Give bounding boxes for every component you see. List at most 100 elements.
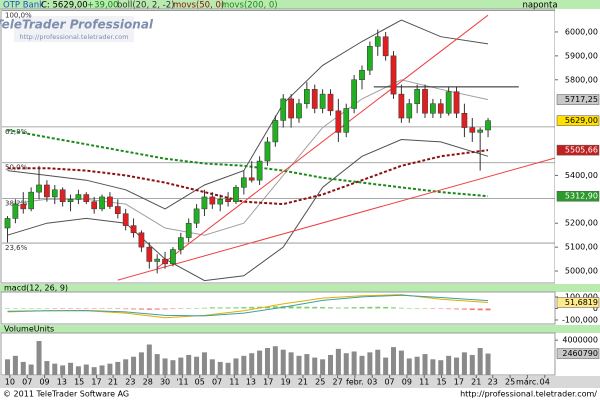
macd-histogram-bar	[194, 308, 200, 309]
macd-histogram-bar	[272, 306, 278, 309]
y-tick-label: 0	[593, 304, 598, 313]
volume-bar	[12, 355, 18, 375]
header-close: C: 5629,00	[41, 1, 88, 11]
macd-histogram-bar	[383, 306, 389, 309]
candle-body	[122, 213, 129, 226]
volume-bar	[461, 352, 467, 375]
macd-histogram-bar	[99, 308, 105, 309]
x-tick-label: 13	[246, 378, 256, 387]
y-tick-label: 4000000	[562, 336, 598, 345]
volume-bar	[123, 359, 129, 375]
macd-histogram-bar	[430, 308, 436, 309]
volume-bar	[60, 365, 66, 375]
footer-copyright: © 2011 TeleTrader Software AG	[3, 390, 129, 399]
volume-bar	[91, 367, 97, 375]
candle-body	[83, 194, 90, 202]
macd-histogram-bar	[107, 308, 113, 309]
candle-body	[437, 103, 444, 114]
candle-body	[398, 93, 405, 119]
macd-histogram-bar	[391, 307, 397, 309]
x-tick-label: 25	[315, 378, 325, 387]
value-badge-label: 5312,90	[565, 192, 598, 201]
volume-bar	[28, 364, 34, 375]
x-tick-label: 11	[419, 378, 429, 387]
candle-body	[296, 103, 302, 119]
candle-body	[327, 93, 334, 112]
macd-histogram-bar	[217, 307, 223, 309]
volume-bar	[391, 347, 397, 375]
x-tick-label: 13	[57, 378, 67, 387]
fib-label: 100,0%	[5, 11, 32, 19]
value-badge-label: 5505,66	[565, 146, 598, 155]
x-tick-label: 21	[108, 378, 118, 387]
macd-histogram-bar	[186, 308, 192, 309]
candle-body	[422, 89, 428, 114]
candle-body	[477, 129, 484, 133]
macd-histogram-bar	[170, 308, 176, 310]
volume-bar	[107, 363, 113, 375]
candle-body	[233, 187, 239, 202]
volume-bar	[5, 359, 11, 375]
macd-line	[7, 294, 489, 317]
x-tick-label: 28	[143, 378, 153, 387]
value-badge	[556, 144, 600, 156]
y-tick-label: 5100,00	[565, 243, 598, 252]
y-tick-label: 5000,00	[565, 267, 598, 276]
candle-body	[304, 89, 310, 104]
candle-body	[280, 98, 287, 121]
x-tick-label: 21	[471, 378, 481, 387]
volume-bar	[446, 355, 452, 375]
volume-bar	[477, 347, 483, 375]
header-indicator: boll(20, 2, -2)	[117, 1, 174, 11]
indicator-line	[7, 138, 489, 282]
macd-histogram-bar	[225, 307, 231, 309]
macd-histogram-bar	[36, 308, 42, 309]
macd-histogram-bar	[28, 308, 34, 309]
macd-histogram-bar	[115, 308, 121, 310]
macd-histogram-bar	[60, 308, 66, 309]
volume-bar	[383, 357, 389, 375]
x-tick-label: márc.	[516, 378, 539, 387]
volume-bar	[233, 358, 239, 375]
macd-histogram-bar	[454, 308, 460, 310]
candle-body	[343, 108, 350, 133]
volume-bar	[312, 357, 318, 375]
macd-histogram-bar	[438, 308, 444, 309]
fib-label: 61,8%	[5, 128, 28, 136]
candle-body	[311, 89, 318, 109]
fib-label: 50,0%	[5, 164, 28, 172]
value-badge-label: 2460790	[562, 349, 598, 358]
volume-bar	[359, 355, 365, 375]
macd-histogram-bar	[241, 307, 247, 309]
macd-histogram-bar	[83, 308, 89, 309]
x-tick-label: 15	[74, 378, 84, 387]
macd-histogram-bar	[5, 308, 11, 309]
macd-histogram-bar	[343, 307, 349, 309]
candle-body	[67, 199, 74, 202]
macd-histogram-bar	[209, 307, 215, 309]
footer-url: http://professional.teletrader.com/	[460, 390, 597, 399]
volume-bar	[327, 354, 333, 375]
candle-body	[107, 196, 113, 207]
candle-body	[91, 201, 98, 210]
macd-histogram-bar	[351, 307, 357, 309]
macd-histogram-bar	[12, 308, 18, 309]
candle-body	[359, 69, 365, 81]
candle-body	[114, 206, 121, 214]
candle-body	[374, 36, 381, 47]
y-tick-label: 100,000	[565, 292, 598, 301]
macd-histogram-bar	[327, 307, 333, 309]
volume-bar	[320, 359, 326, 375]
volume-bar	[146, 344, 152, 375]
candle-body	[209, 196, 216, 205]
macd-title-bar	[0, 284, 600, 292]
x-tick-label: 05	[195, 378, 205, 387]
candle-body	[248, 177, 255, 181]
macd-histogram-bar	[375, 306, 381, 309]
value-badge-label: 51,6819	[565, 298, 598, 307]
y-tick-label: 5800,00	[565, 75, 598, 84]
x-tick-label: 19	[280, 378, 290, 387]
volume-bar	[485, 353, 491, 375]
candle-body	[351, 79, 357, 109]
